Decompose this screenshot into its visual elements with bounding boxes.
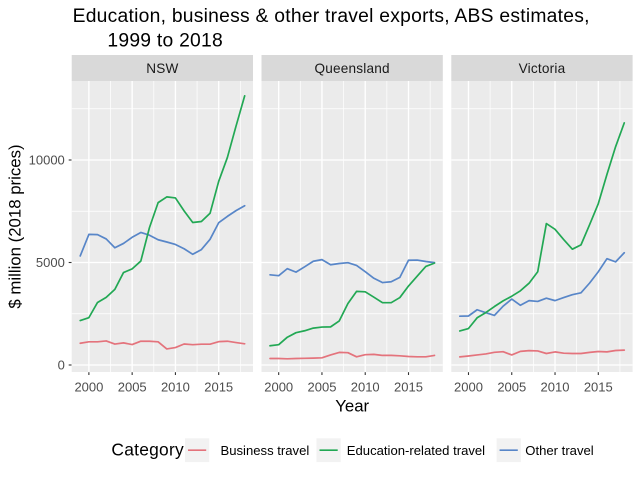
svg-text:Category: Category: [111, 439, 184, 459]
svg-text:1999 to 2018: 1999 to 2018: [107, 30, 223, 51]
svg-text:2015: 2015: [394, 379, 423, 394]
svg-text:5000: 5000: [36, 255, 65, 270]
svg-text:2005: 2005: [118, 379, 147, 394]
svg-text:Other travel: Other travel: [525, 443, 593, 458]
svg-text:Year: Year: [335, 396, 369, 415]
svg-text:2000: 2000: [264, 379, 293, 394]
svg-text:2015: 2015: [204, 379, 233, 394]
svg-text:NSW: NSW: [146, 61, 178, 76]
svg-text:2010: 2010: [351, 379, 380, 394]
svg-text:2010: 2010: [161, 379, 190, 394]
svg-text:Education-related travel: Education-related travel: [347, 443, 485, 458]
svg-text:0: 0: [58, 358, 65, 373]
svg-text:2005: 2005: [308, 379, 337, 394]
svg-text:Queensland: Queensland: [314, 61, 389, 76]
svg-text:2010: 2010: [541, 379, 570, 394]
svg-text:$ million (2018 prices): $ million (2018 prices): [6, 144, 25, 308]
svg-text:10000: 10000: [29, 153, 65, 168]
svg-text:2015: 2015: [584, 379, 613, 394]
svg-text:2005: 2005: [497, 379, 526, 394]
svg-text:2000: 2000: [454, 379, 483, 394]
svg-text:Education, business & other tr: Education, business & other travel expor…: [73, 6, 590, 27]
svg-text:2000: 2000: [74, 379, 103, 394]
svg-text:Victoria: Victoria: [519, 61, 566, 76]
svg-text:Business travel: Business travel: [221, 443, 310, 458]
